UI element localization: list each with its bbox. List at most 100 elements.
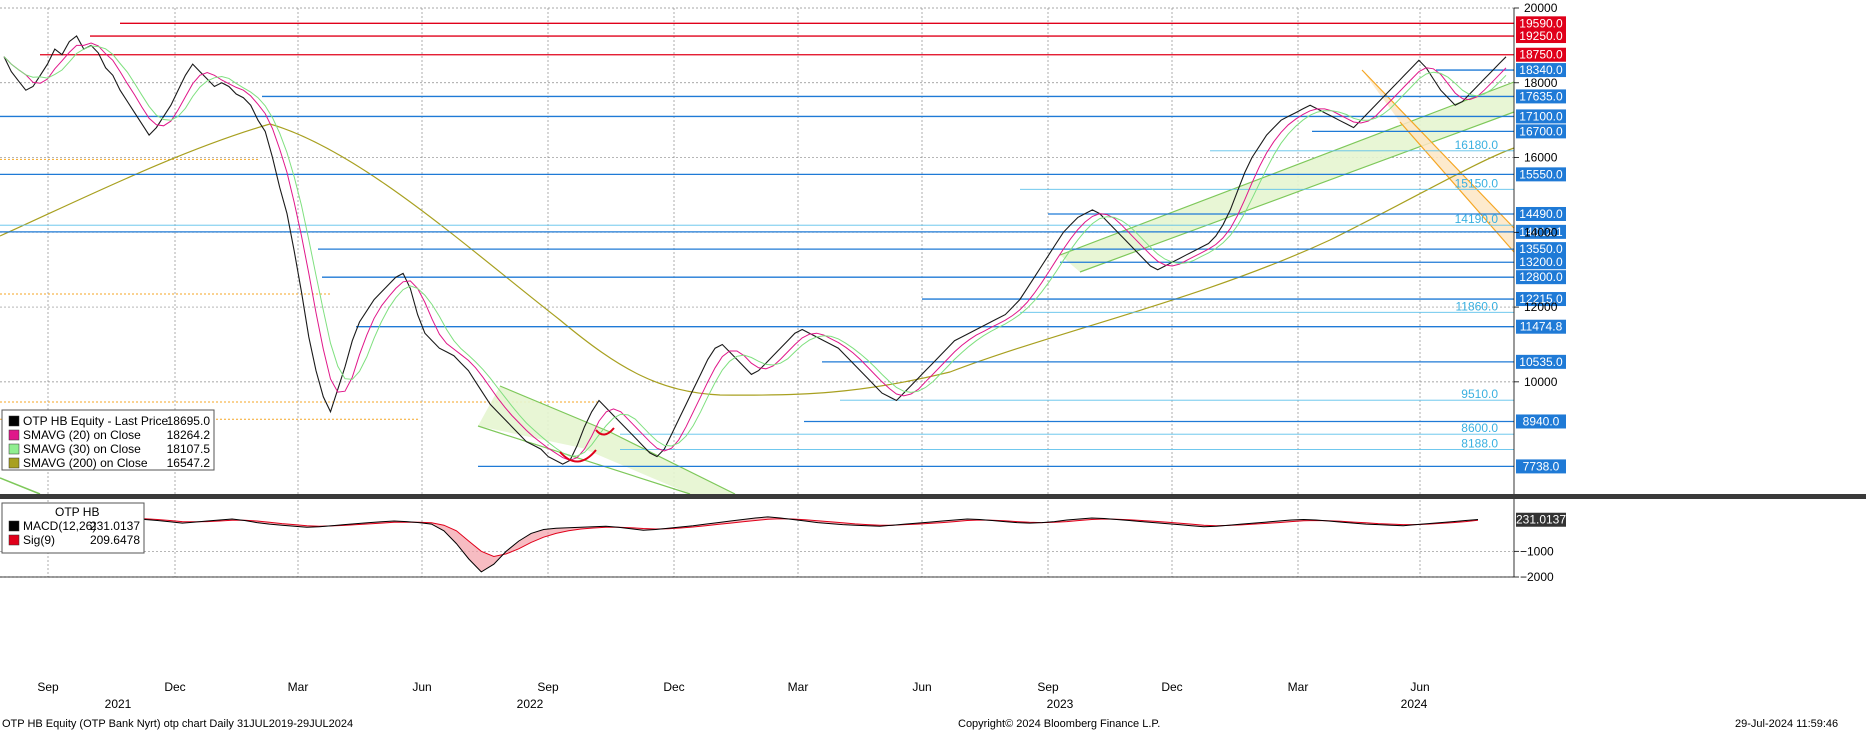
level-label: 13550.0 [1519,242,1563,256]
red-arc-annotation [559,449,597,463]
macd-legend-swatch [8,534,20,546]
legend-box [1,409,215,471]
level-label: 9510.0 [1461,387,1498,401]
level-label: 14190.0 [1455,212,1499,226]
level-label-box [1516,242,1566,257]
macd-legend-swatch [8,520,20,532]
level-label: 14490.0 [1519,207,1563,221]
x-tick-label: Sep [537,680,559,694]
level-label: 17100.0 [1519,109,1563,123]
level-label-box [1516,89,1566,104]
legend-label: SMAVG (20) on Close [23,428,141,442]
sma20-line [3,42,1507,461]
level-label: 16180.0 [1455,138,1499,152]
orange-channel-fill [1362,70,1514,252]
x-tick-label: Dec [164,680,185,694]
x-year-label: 2024 [1401,697,1428,711]
level-label-box [1516,270,1566,285]
level-label: 15550.0 [1519,167,1563,181]
macd-legend-title: OTP HB [55,505,99,519]
legend-swatch [8,415,20,427]
footer-copyright: Copyright© 2024 Bloomberg Finance L.P. [958,718,1161,730]
legend-value: 18695.0 [167,414,211,428]
macd-legend-value: 209.6478 [90,533,140,547]
legend-label: SMAVG (30) on Close [23,442,141,456]
level-label-box [1516,255,1566,270]
level-label-box [1516,459,1566,474]
macd-tick-label: −2000 [1520,570,1554,584]
level-label-box [1516,414,1566,429]
macd-legend-box [1,502,145,554]
ascending-channel-fill [1060,82,1514,272]
y-tick-label: 12000 [1524,300,1558,314]
panel-separator [0,494,1866,499]
descending-channel-upper-ext [609,431,736,495]
level-label-box [1516,319,1566,334]
y-tick-label: 18000 [1524,76,1558,90]
level-label: 11860.0 [1456,299,1499,313]
level-label-box [1516,63,1566,78]
x-tick-label: Jun [412,680,431,694]
level-label-box [1516,47,1566,62]
level-label: 17635.0 [1519,89,1563,103]
level-label-box [1516,167,1566,182]
x-tick-label: Dec [663,680,684,694]
level-label: 8940.0 [1523,414,1560,428]
level-label: 8600.0 [1461,421,1498,435]
x-tick-label: Sep [1037,680,1059,694]
x-tick-label: Mar [788,680,809,694]
signal-line [119,517,1479,558]
x-tick-label: Mar [288,680,309,694]
descending-channel-upper [499,385,611,433]
legend-swatch [8,457,20,469]
level-label-box [1516,124,1566,139]
red-arc-annotation [595,427,615,436]
level-label: 19590.0 [1519,16,1563,30]
x-tick-label: Sep [37,680,59,694]
footer-left: OTP HB Equity (OTP Bank Nyrt) otp chart … [2,718,354,730]
x-tick-label: Mar [1288,680,1309,694]
level-label: 19250.0 [1519,29,1563,43]
y-tick-label: 10000 [1524,375,1558,389]
legend-value: 16547.2 [167,456,211,470]
macd-value-box [1516,512,1566,527]
level-label-box [1516,292,1566,307]
legend-value: 18107.5 [167,442,211,456]
footer-timestamp: 29-Jul-2024 11:59:46 [1735,718,1839,730]
level-label-box [1516,109,1566,124]
level-label-box [1516,29,1566,44]
macd-line [119,516,1479,573]
level-label: 16700.0 [1519,124,1563,138]
level-label: 12215.0 [1519,292,1563,306]
green-corner-line [0,477,41,495]
y-tick-label: 16000 [1524,151,1558,165]
level-label: 15150.0 [1455,176,1499,190]
macd-value-label: 231.0137 [1516,513,1566,527]
legend-value: 18264.2 [167,428,211,442]
orange-channel-lower [1399,121,1515,253]
level-label: 7738.0 [1523,459,1560,473]
ascending-channel-lower [1079,111,1515,273]
level-label: 8188.0 [1461,437,1498,451]
level-label: 11474.8 [1520,320,1563,334]
level-label-box [1516,206,1566,221]
level-label: 12800.0 [1519,270,1563,284]
level-label-box [1516,224,1566,239]
macd-tick-label: −1000 [1520,544,1554,558]
x-year-label: 2021 [105,697,132,711]
price-line [3,35,1507,465]
x-tick-label: Jun [912,680,931,694]
level-label: 18750.0 [1519,48,1563,62]
legend-swatch [8,443,20,455]
sma30-line [3,45,1507,457]
level-label: 14012.1 [1519,225,1563,239]
legend-label: OTP HB Equity - Last Price [23,414,168,428]
x-year-label: 2022 [517,697,544,711]
x-tick-label: Jun [1410,680,1429,694]
y-tick-label: 20000 [1524,1,1558,15]
